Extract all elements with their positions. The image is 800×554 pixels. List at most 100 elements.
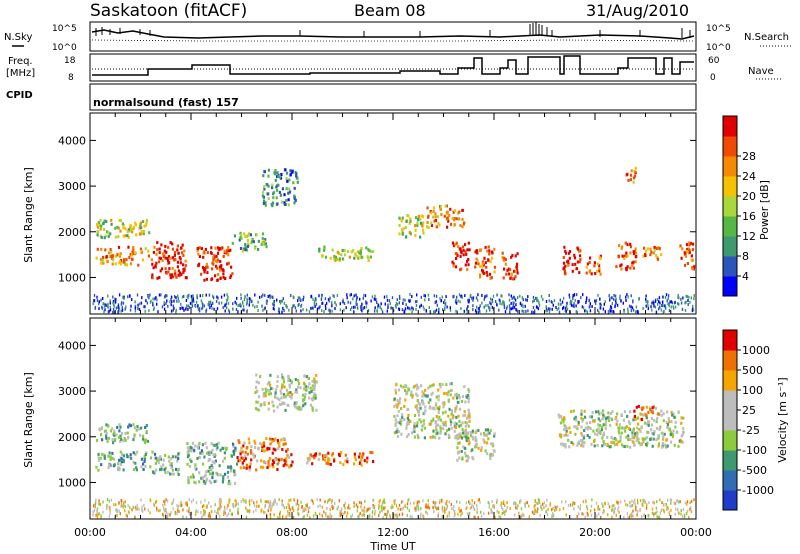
scatter-cell — [635, 405, 638, 409]
scatter-cell — [649, 253, 652, 257]
scatter-cell — [634, 432, 637, 435]
scatter-cell — [264, 242, 267, 246]
scatter-cell — [223, 293, 226, 297]
scatter-cell — [378, 500, 380, 504]
scatter-cell — [249, 503, 251, 507]
scatter-cell — [599, 297, 601, 301]
scatter-cell — [663, 510, 665, 514]
scatter-cell — [466, 506, 468, 510]
scatter-cell — [630, 504, 633, 508]
scatter-cell — [355, 298, 358, 302]
scatter-cell — [441, 411, 445, 415]
scatter-cell — [458, 507, 460, 511]
power-colorbar-swatches — [723, 116, 737, 297]
scatter-cell — [207, 303, 209, 306]
scatter-cell — [319, 498, 321, 502]
scatter-cell — [513, 269, 516, 273]
scatter-cell — [580, 438, 583, 442]
scatter-cell — [424, 298, 426, 302]
scatter-cell — [219, 277, 222, 280]
scatter-cell — [416, 433, 419, 437]
scatter-cell — [155, 261, 158, 265]
scatter-cell — [231, 241, 234, 245]
scatter-cell — [357, 505, 359, 509]
scatter-cell — [479, 304, 481, 308]
scatter-cell — [689, 501, 691, 505]
scatter-cell — [96, 507, 99, 511]
scatter-cell — [436, 431, 439, 435]
scatter-cell — [552, 507, 554, 511]
colorbar-swatch — [723, 350, 737, 371]
scatter-cell — [313, 377, 316, 381]
scatter-cell — [661, 501, 663, 505]
scatter-cell — [681, 307, 684, 311]
scatter-cell — [276, 439, 279, 443]
scatter-cell — [303, 514, 305, 518]
scatter-cell — [171, 455, 175, 459]
scatter-cell — [434, 219, 438, 222]
scatter-cell — [101, 438, 104, 442]
scatter-cell — [196, 294, 198, 298]
scatter-cell — [558, 310, 561, 314]
scatter-cell — [543, 506, 545, 510]
scatter-cell — [198, 255, 201, 258]
scatter-cell — [232, 442, 235, 446]
scatter-cell — [145, 430, 148, 433]
scatter-region — [456, 428, 496, 463]
scatter-cell — [491, 444, 495, 448]
scatter-cell — [107, 310, 110, 314]
scatter-cell — [163, 295, 166, 299]
scatter-cell — [92, 302, 94, 306]
scatter-cell — [459, 500, 461, 504]
scatter-cell — [508, 304, 511, 308]
scatter-cell — [301, 398, 304, 402]
scatter-cell — [336, 294, 339, 297]
scatter-cell — [546, 513, 549, 517]
scatter-cell — [224, 303, 227, 307]
scatter-cell — [132, 423, 135, 427]
scatter-cell — [381, 506, 383, 510]
scatter-cell — [381, 504, 383, 508]
scatter-cell — [613, 508, 615, 511]
scatter-cell — [413, 501, 415, 505]
scatter-cell — [383, 498, 385, 502]
scatter-cell — [485, 265, 488, 269]
scatter-cell — [399, 422, 403, 426]
scatter-cell — [528, 515, 530, 519]
scatter-cell — [222, 459, 225, 463]
scatter-cell — [613, 441, 616, 445]
scatter-cell — [438, 501, 441, 505]
scatter-cell — [478, 306, 480, 310]
scatter-cell — [445, 210, 448, 214]
scatter-cell — [318, 247, 321, 251]
scatter-cell — [179, 257, 182, 261]
scatter-cell — [404, 226, 407, 229]
scatter-cell — [513, 502, 515, 505]
scatter-cell — [582, 293, 584, 297]
scatter-cell — [273, 300, 275, 304]
scatter-cell — [185, 307, 187, 311]
scatter-cell — [500, 515, 502, 519]
scatter-cell — [491, 256, 494, 260]
scatter-cell — [680, 421, 683, 425]
scatter-cell — [186, 509, 188, 513]
scatter-cell — [666, 425, 669, 429]
colorbar-tick-label: 100 — [742, 384, 763, 397]
scatter-cell — [356, 306, 359, 310]
scatter-cell — [540, 504, 542, 508]
scatter-cell — [115, 298, 117, 301]
scatter-cell — [641, 413, 645, 417]
scatter-cell — [659, 498, 661, 502]
scatter-cell — [226, 514, 228, 518]
scatter-cell — [112, 258, 115, 262]
scatter-cell — [120, 437, 123, 441]
scatter-cell — [632, 418, 635, 422]
scatter-cell — [156, 508, 158, 512]
scatter-cell — [416, 221, 419, 225]
scatter-cell — [212, 453, 215, 457]
scatter-cell — [276, 396, 279, 400]
scatter-cell — [667, 506, 669, 510]
scatter-cell — [105, 434, 108, 438]
scatter-cell — [416, 300, 418, 303]
scatter-cell — [407, 413, 410, 417]
